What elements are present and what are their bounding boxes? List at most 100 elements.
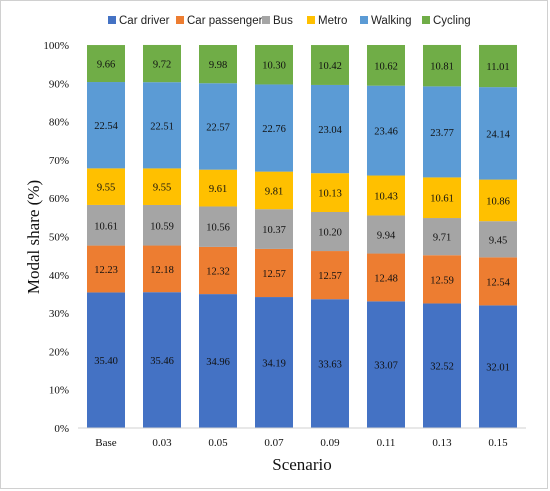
y-tick-label: 60% bbox=[49, 193, 69, 205]
data-label: 10.81 bbox=[430, 62, 454, 73]
x-axis-title: Scenario bbox=[272, 455, 331, 474]
bar-segment bbox=[199, 246, 237, 295]
bar-segment bbox=[255, 297, 293, 428]
legend-label: Bus bbox=[273, 15, 293, 27]
data-label: 9.55 bbox=[97, 183, 115, 194]
legend-label: Walking bbox=[371, 15, 411, 27]
bar-segment bbox=[311, 251, 349, 300]
y-tick-label: 70% bbox=[49, 155, 69, 167]
legend-swatch-metro bbox=[307, 16, 315, 24]
bar-segment bbox=[367, 85, 405, 176]
data-label: 35.46 bbox=[150, 356, 174, 367]
data-label: 9.45 bbox=[489, 235, 507, 246]
x-tick-label: 0.07 bbox=[264, 437, 284, 449]
data-label: 12.54 bbox=[486, 277, 510, 288]
bar-segment bbox=[87, 292, 125, 428]
bar-segment bbox=[143, 44, 181, 83]
bar-segment bbox=[479, 305, 517, 428]
legend-swatch-cycling bbox=[422, 16, 430, 24]
data-label: 10.56 bbox=[206, 223, 230, 234]
data-label: 10.86 bbox=[486, 196, 510, 207]
data-label: 9.81 bbox=[265, 186, 283, 197]
legend-label: Car passenger bbox=[187, 15, 263, 27]
data-label: 23.77 bbox=[430, 128, 454, 139]
bar-segment bbox=[311, 173, 349, 212]
bar-segment bbox=[423, 303, 461, 428]
data-label: 9.72 bbox=[153, 60, 171, 71]
x-tick-label: Base bbox=[95, 437, 117, 449]
data-label: 9.55 bbox=[153, 183, 171, 194]
bar-segment bbox=[423, 218, 461, 256]
data-label: 33.07 bbox=[374, 361, 398, 372]
bar-segment bbox=[199, 206, 237, 247]
bar-segment bbox=[255, 248, 293, 298]
data-label: 35.40 bbox=[94, 356, 118, 367]
data-label: 24.14 bbox=[486, 129, 510, 140]
bar-segment bbox=[479, 257, 517, 306]
data-label: 34.96 bbox=[206, 357, 230, 368]
data-label: 22.76 bbox=[262, 124, 286, 135]
data-label: 9.98 bbox=[209, 60, 227, 71]
bar-segment bbox=[311, 45, 349, 85]
bar-segment bbox=[199, 294, 237, 428]
bar-segment bbox=[367, 215, 405, 254]
bar-segment bbox=[143, 82, 181, 169]
bar-segment bbox=[255, 84, 293, 172]
legend-label: Car driver bbox=[119, 15, 170, 27]
y-tick-label: 90% bbox=[49, 78, 69, 90]
x-axis: Base 0.03 0.05 0.07 0.09 0.11 0.13 0.15 bbox=[78, 427, 526, 449]
bar-segment bbox=[199, 169, 237, 207]
data-label: 9.61 bbox=[209, 184, 227, 195]
x-tick-label: 0.13 bbox=[432, 437, 452, 449]
legend-swatch-car-passenger bbox=[176, 16, 184, 24]
bar-segment bbox=[143, 245, 181, 293]
legend-swatch-bus bbox=[262, 16, 270, 24]
data-label: 22.57 bbox=[206, 122, 230, 133]
bar-segment bbox=[199, 45, 237, 84]
bar-segment bbox=[87, 168, 125, 205]
data-label: 9.66 bbox=[97, 60, 115, 71]
data-label: 32.01 bbox=[486, 363, 510, 374]
data-label: 33.63 bbox=[318, 360, 342, 371]
data-label: 12.57 bbox=[262, 269, 286, 280]
bar-segment bbox=[479, 221, 517, 258]
x-tick-label: 0.03 bbox=[152, 437, 172, 449]
bar-segment bbox=[87, 204, 125, 246]
y-tick-label: 50% bbox=[49, 232, 69, 244]
data-label: 12.32 bbox=[206, 267, 230, 278]
data-label: 22.51 bbox=[150, 121, 174, 132]
y-axis-title: Modal share (%) bbox=[24, 180, 43, 294]
data-label: 9.94 bbox=[377, 231, 396, 242]
data-label: 10.59 bbox=[150, 221, 174, 232]
bar-segment bbox=[143, 204, 181, 246]
x-tick-label: 0.09 bbox=[320, 437, 340, 449]
bar-segment bbox=[479, 87, 517, 180]
data-label: 10.62 bbox=[374, 61, 398, 72]
legend-label: Metro bbox=[318, 15, 347, 27]
y-tick-label: 20% bbox=[49, 346, 69, 358]
legend: Car driver Car passenger Bus Metro Walking Cy… bbox=[108, 15, 471, 27]
bars: 35.40 12.23 10.61 9.55 22.54 9.66 35.46 12.18 10… bbox=[87, 44, 517, 428]
data-label: 32.52 bbox=[430, 362, 454, 373]
legend-swatch-walking bbox=[360, 16, 368, 24]
bar-segment bbox=[311, 84, 349, 174]
bar-segment bbox=[255, 45, 293, 85]
data-label: 10.42 bbox=[318, 61, 342, 72]
bar-segment bbox=[423, 255, 461, 304]
data-label: 23.46 bbox=[374, 127, 398, 138]
legend-label: Cycling bbox=[433, 15, 471, 27]
x-tick-label: 0.11 bbox=[377, 437, 396, 449]
data-label: 12.18 bbox=[150, 265, 174, 276]
y-tick-label: 100% bbox=[43, 40, 69, 52]
bar-segment bbox=[143, 168, 181, 205]
y-tick-label: 0% bbox=[54, 423, 69, 435]
bar-segment bbox=[255, 171, 293, 210]
bar-segment bbox=[311, 211, 349, 252]
data-label: 12.57 bbox=[318, 271, 342, 282]
y-tick-label: 10% bbox=[49, 385, 69, 397]
bar-segment bbox=[479, 44, 517, 88]
bar-segment bbox=[255, 209, 293, 249]
y-tick-label: 30% bbox=[49, 308, 69, 320]
data-label: 10.30 bbox=[262, 61, 286, 72]
